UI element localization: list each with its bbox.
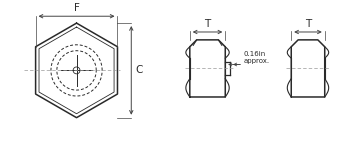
Text: C: C <box>135 65 143 75</box>
Text: T: T <box>204 19 211 29</box>
Text: F: F <box>74 3 80 13</box>
Text: 0.16in
approx.: 0.16in approx. <box>244 51 270 63</box>
Text: T: T <box>305 19 311 29</box>
